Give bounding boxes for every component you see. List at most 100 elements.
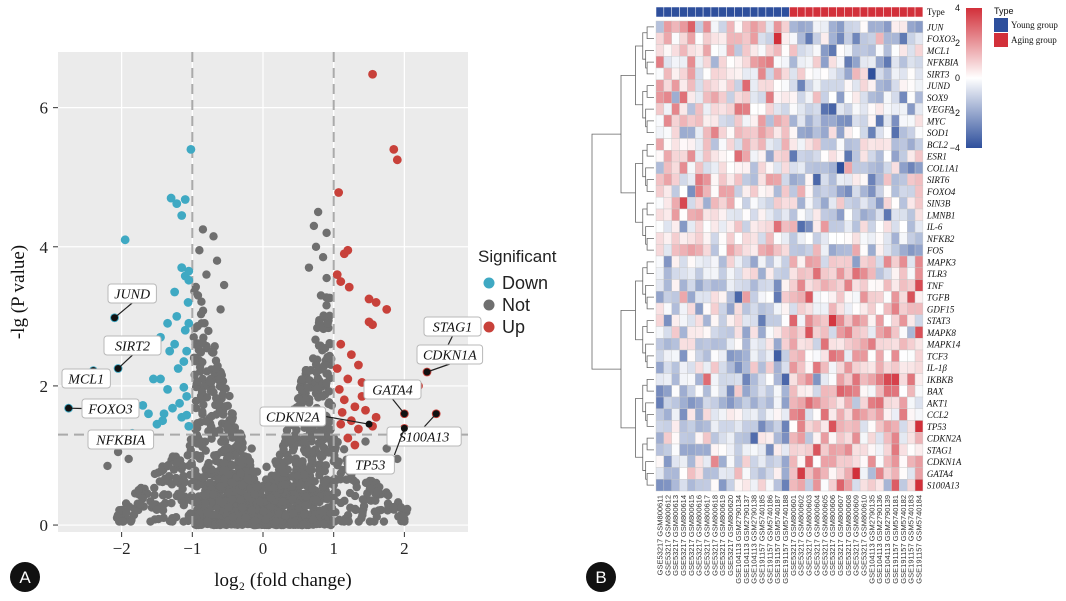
heatmap-cell [914, 302, 924, 315]
point-not-significant [124, 454, 133, 464]
heatmap-cell [726, 20, 735, 33]
heatmap-cell [773, 302, 782, 315]
point-not-significant [314, 428, 323, 438]
heatmap-cell [781, 114, 790, 127]
heatmap-cell [899, 361, 908, 374]
heatmap-cell [812, 349, 822, 362]
heatmap-cell [797, 150, 806, 163]
group-bar-label: Type [927, 7, 945, 17]
heatmap-cell [804, 267, 814, 280]
heatmap-cell [695, 432, 704, 445]
heatmap-cell [914, 126, 924, 139]
heatmap-cell [734, 279, 743, 292]
heatmap-cell [679, 385, 688, 398]
heatmap-cell [797, 32, 806, 45]
point-not-significant [159, 490, 169, 499]
heatmap-cell [820, 255, 829, 268]
heatmap-cell [804, 79, 814, 92]
point-not-significant [150, 483, 159, 493]
point-not-significant [204, 326, 213, 336]
point-not-significant [241, 513, 251, 522]
heatmap-cell [781, 267, 790, 280]
heatmap-cell [828, 443, 837, 456]
row-label: VEGFA [927, 105, 955, 115]
heatmap-cell [859, 408, 869, 421]
heatmap-cell [679, 208, 688, 221]
heatmap-cell [844, 467, 853, 480]
heatmap-cell [742, 432, 751, 445]
heatmap-cell [804, 161, 814, 174]
column-label: GSE53217 GSM800615 [687, 495, 696, 576]
heatmap-cell [695, 314, 704, 327]
heatmap-cell [679, 479, 688, 492]
point-not-significant [256, 497, 265, 506]
group-bar-cell [734, 6, 743, 18]
heatmap-cell [859, 150, 869, 163]
heatmap-cell [695, 467, 704, 480]
heatmap-cell [742, 267, 751, 280]
point-not-significant [319, 311, 328, 320]
heatmap-cell [734, 208, 743, 221]
heatmap-cell [679, 44, 688, 57]
heatmap-cell [687, 161, 696, 174]
heatmap-cell [899, 138, 908, 151]
heatmap-cell [859, 396, 869, 409]
heatmap-cell [907, 338, 916, 351]
heatmap-cell [789, 396, 798, 409]
heatmap-cell [883, 443, 892, 456]
heatmap-cell [710, 443, 720, 456]
heatmap-cell [702, 126, 712, 139]
point-not-significant [308, 455, 317, 465]
point-not-significant [302, 365, 311, 375]
annotation-point [65, 404, 73, 412]
heatmap-cell [867, 173, 877, 186]
heatmap-cell [702, 255, 712, 268]
heatmap-cell [828, 232, 837, 245]
annotation-label: CDKN1A [423, 349, 477, 364]
heatmap-cell [891, 91, 900, 104]
point-not-significant [205, 478, 215, 488]
heatmap-cell [883, 361, 892, 374]
heatmap-cell [687, 361, 696, 374]
heatmap-cell [742, 114, 751, 127]
heatmap-cell [804, 91, 814, 104]
dendrogram-branch [646, 120, 654, 134]
point-down [180, 325, 190, 335]
annotation-leader [393, 428, 405, 456]
heatmap-cell [655, 44, 665, 57]
point-down [184, 275, 194, 285]
heatmap-cell [726, 302, 735, 315]
annotation-label: JUND [114, 288, 150, 303]
heatmap-cell [671, 220, 680, 233]
heatmap-cell [907, 208, 916, 221]
heatmap-cell [836, 220, 845, 233]
dendrogram-branch [646, 237, 654, 251]
point-not-significant [352, 482, 361, 492]
heatmap-cell [757, 150, 767, 163]
heatmap-cell [687, 291, 696, 304]
column-label: GSE53217 GSM800603 [805, 495, 814, 576]
group-bar-cell [820, 6, 829, 18]
heatmap-cell [702, 420, 712, 433]
heatmap-cell [789, 208, 798, 221]
heatmap-cell [726, 103, 735, 116]
heatmap-cell [891, 79, 900, 92]
heatmap-cell [726, 244, 735, 257]
point-not-significant [345, 488, 355, 498]
group-bar-cell [789, 6, 798, 18]
heatmap-cell [812, 91, 822, 104]
heatmap-cell [914, 314, 924, 327]
point-not-significant [191, 451, 201, 460]
heatmap-cell [899, 373, 908, 386]
heatmap-cell [875, 432, 884, 445]
point-up [350, 402, 360, 412]
heatmap-cell [765, 44, 774, 57]
heatmap-cell [750, 314, 759, 327]
point-not-significant [202, 367, 212, 376]
heatmap-cell [891, 455, 900, 468]
point-up [392, 155, 402, 165]
heatmap-cell [789, 244, 798, 257]
heatmap-cell [734, 326, 743, 339]
point-not-significant [284, 456, 293, 465]
heatmap-cell [852, 79, 861, 92]
